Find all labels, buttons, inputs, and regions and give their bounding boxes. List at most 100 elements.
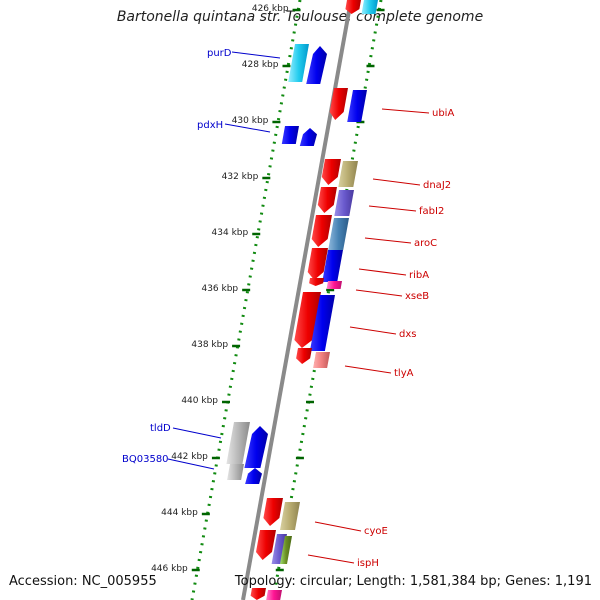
gene-label-aroC[interactable]: aroC — [364, 237, 437, 249]
gene-label-cyoE[interactable]: cyoE — [314, 521, 388, 537]
map-title: Bartonella quintana str. Toulouse, compl… — [116, 9, 484, 25]
gene-arrow-28[interactable] — [256, 530, 276, 560]
gene-arrow-20[interactable] — [296, 348, 312, 364]
gene-arrow-15[interactable] — [322, 250, 343, 282]
accession-text: Accession: NC_005955 — [9, 574, 157, 589]
gene-arrow-0[interactable] — [345, 0, 361, 14]
tick-label: 438 kbp — [191, 340, 228, 350]
gene-arrow-25[interactable] — [245, 468, 262, 484]
leader-line — [172, 427, 222, 439]
gene-label-tlyA[interactable]: tlyA — [344, 365, 414, 379]
tick-10: 446 kbp — [151, 564, 284, 574]
tick-label: 428 kbp — [242, 60, 279, 70]
tick-label: 434 kbp — [212, 228, 249, 238]
gene-arrow-16[interactable] — [309, 278, 324, 286]
gene-label-pdxH[interactable]: pdxH — [197, 120, 271, 133]
tick-label: 432 kbp — [222, 172, 259, 182]
gene-arrow-6[interactable] — [281, 126, 299, 144]
gene-name[interactable]: tldD — [150, 423, 171, 434]
gene-label-ubiA[interactable]: ubiA — [381, 108, 454, 119]
tick-label: 440 kbp — [181, 396, 218, 406]
leader-line — [355, 289, 403, 297]
gene-name[interactable]: dxs — [399, 329, 416, 340]
gene-arrow-2[interactable] — [288, 44, 309, 82]
gene-label-dxs[interactable]: dxs — [349, 326, 416, 340]
gene-name[interactable]: BQ03580 — [122, 454, 169, 465]
tick-2: 430 kbp — [232, 116, 365, 126]
tick-label: 446 kbp — [151, 564, 188, 574]
gene-arrow-31[interactable] — [250, 588, 266, 600]
tick-label: 444 kbp — [161, 508, 198, 518]
gene-label-fabI2[interactable]: fabI2 — [368, 205, 444, 217]
gene-arrow-17[interactable] — [326, 281, 342, 289]
gene-arrow-1[interactable] — [361, 0, 379, 14]
gene-name[interactable]: aroC — [414, 238, 437, 249]
leader-line — [167, 458, 215, 470]
gene-label-BQ03580[interactable]: BQ03580 — [122, 454, 215, 470]
gene-arrow-5[interactable] — [347, 90, 367, 122]
gene-label-ispH[interactable]: ispH — [307, 554, 379, 569]
leader-line — [307, 554, 355, 564]
leader-line — [368, 205, 417, 212]
gene-name[interactable]: pdxH — [197, 120, 223, 131]
topology-text: Topology: circular; Length: 1,581,384 bp… — [234, 574, 592, 589]
leader-line — [314, 521, 362, 532]
leader-line — [372, 178, 421, 186]
gene-arrow-32[interactable] — [266, 590, 282, 600]
forward-track — [190, 0, 302, 600]
gene-arrow-3[interactable] — [306, 46, 327, 84]
gene-arrow-9[interactable] — [338, 161, 358, 187]
gene-name[interactable]: cyoE — [364, 526, 388, 537]
tick-0: 426 kbp — [252, 4, 385, 14]
leader-line — [381, 108, 430, 114]
gene-arrow-13[interactable] — [328, 218, 349, 250]
gene-name[interactable]: xseB — [405, 291, 429, 302]
gene-arrow-11[interactable] — [334, 190, 354, 216]
gene-arrow-29[interactable] — [271, 534, 287, 564]
tick-5: 436 kbp — [201, 284, 335, 294]
tick-label: 426 kbp — [252, 4, 289, 14]
gene-arrow-22[interactable] — [226, 422, 250, 464]
tick-label: 430 kbp — [232, 116, 269, 126]
gene-arrow-19[interactable] — [309, 295, 335, 351]
gene-arrow-4[interactable] — [329, 88, 348, 120]
gene-arrow-18[interactable] — [294, 292, 321, 348]
leader-line — [224, 123, 271, 133]
gene-arrow-26[interactable] — [263, 498, 283, 526]
tick-7: 440 kbp — [181, 396, 314, 406]
gene-arrow-14[interactable] — [307, 248, 328, 280]
gene-name[interactable]: purD — [207, 48, 232, 59]
tick-label: 442 kbp — [171, 452, 208, 462]
gene-arrow-12[interactable] — [311, 215, 332, 247]
gene-arrow-27[interactable] — [280, 502, 300, 530]
gene-name[interactable]: dnaJ2 — [423, 180, 451, 191]
gene-label-ribA[interactable]: ribA — [358, 268, 429, 281]
gene-arrow-10[interactable] — [317, 187, 337, 213]
gene-labels: purD pdxH ubiA dnaJ2 fabI2 aroC ribA xseB dxs tly… — [122, 48, 454, 569]
tick-8: 442 kbp — [171, 452, 304, 462]
tick-label: 436 kbp — [201, 284, 238, 294]
gene-features — [226, 0, 378, 600]
gene-label-xseB[interactable]: xseB — [355, 289, 429, 302]
gene-name[interactable]: ribA — [409, 270, 429, 281]
gene-label-dnaJ2[interactable]: dnaJ2 — [372, 178, 451, 191]
gene-name[interactable]: tlyA — [394, 368, 414, 379]
kbp-tick-marks: 426 kbp 428 kbp 430 kbp 432 kbp 434 kbp 436 k… — [151, 4, 385, 574]
gene-arrow-23[interactable] — [244, 426, 268, 468]
gene-arrow-21[interactable] — [313, 352, 330, 368]
gene-name[interactable]: ubiA — [432, 108, 454, 119]
gene-name[interactable]: ispH — [357, 558, 379, 569]
gene-name[interactable]: fabI2 — [419, 206, 444, 217]
gene-arrow-24[interactable] — [227, 464, 244, 480]
gene-arrow-7[interactable] — [299, 128, 317, 146]
gene-arrow-8[interactable] — [321, 159, 341, 185]
gene-label-tldD[interactable]: tldD — [150, 423, 222, 439]
gene-arrow-30[interactable] — [280, 536, 292, 564]
leader-line — [364, 237, 412, 244]
leader-line — [344, 365, 392, 374]
gene-label-purD[interactable]: purD — [207, 48, 281, 59]
leader-line — [349, 326, 397, 335]
leader-line — [231, 51, 281, 59]
leader-line — [358, 268, 407, 276]
